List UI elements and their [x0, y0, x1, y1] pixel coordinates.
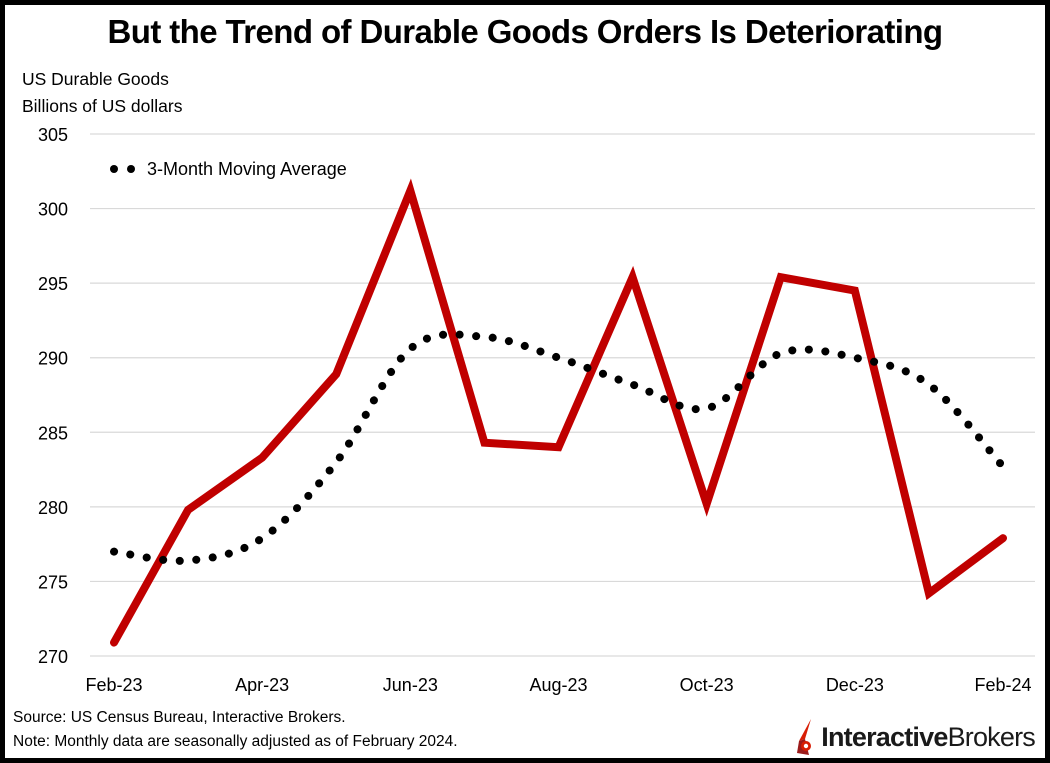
y-tick-label: 300 — [38, 200, 68, 220]
y-axis-unit-label-line2: Billions of US dollars — [22, 96, 183, 116]
line-chart: 270 275 280 285 290 295 300 305 Feb-23 Apr-23 Jun… — [38, 125, 1035, 695]
data-note: Note: Monthly data are seasonally adjust… — [13, 733, 458, 750]
legend-label: 3-Month Moving Average — [147, 159, 347, 179]
y-tick-label: 305 — [38, 125, 68, 145]
logo-text-interactive: Interactive — [821, 721, 948, 752]
y-axis-ticks: 270 275 280 285 290 295 300 305 — [38, 125, 68, 667]
logo-text-brokers: Brokers — [947, 721, 1036, 752]
x-axis-ticks: Feb-23 Apr-23 Jun-23 Aug-23 Oct-23 Dec-23 Feb-… — [85, 675, 1031, 695]
x-tick-label: Jun-23 — [383, 675, 438, 695]
y-tick-label: 295 — [38, 274, 68, 294]
y-tick-label: 270 — [38, 647, 68, 667]
interactive-brokers-logo: Interactive Brokers — [795, 719, 1036, 755]
x-tick-label: Feb-23 — [85, 675, 142, 695]
y-tick-label: 275 — [38, 572, 68, 592]
series-line-durable-goods — [110, 178, 1007, 647]
legend: 3-Month Moving Average — [110, 159, 347, 179]
x-tick-label: Dec-23 — [826, 675, 884, 695]
chart-title: But the Trend of Durable Goods Orders Is… — [107, 13, 943, 50]
legend-marker-dot — [110, 165, 118, 173]
x-tick-label: Feb-24 — [974, 675, 1031, 695]
series-moving-average — [110, 330, 1007, 565]
y-tick-label: 290 — [38, 349, 68, 369]
series-durable-goods-orders — [110, 178, 1007, 647]
source-note: Source: US Census Bureau, Interactive Br… — [13, 709, 346, 726]
y-tick-label: 280 — [38, 498, 68, 518]
interactive-brokers-logo-icon — [797, 719, 812, 755]
legend-marker-dot — [127, 165, 135, 173]
y-tick-label: 285 — [38, 423, 68, 443]
series-line-moving-average — [110, 330, 1007, 565]
x-tick-label: Apr-23 — [235, 675, 289, 695]
x-tick-label: Oct-23 — [680, 675, 734, 695]
y-axis-unit-label-line1: US Durable Goods — [22, 69, 169, 89]
x-tick-label: Aug-23 — [529, 675, 587, 695]
gridlines — [90, 133, 1035, 657]
